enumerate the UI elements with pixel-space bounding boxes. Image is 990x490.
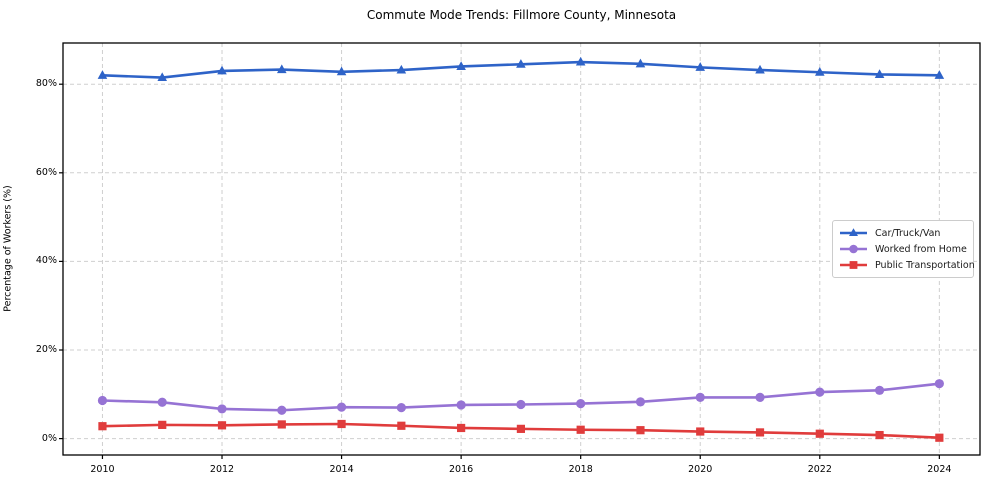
legend-item-public-transportation: Public Transportation xyxy=(840,258,975,273)
x-tick-label-2024: 2024 xyxy=(927,464,952,475)
marker-circle-worked-from-home xyxy=(336,402,347,412)
marker-square-public-transportation xyxy=(397,421,406,430)
chart-title: Commute Mode Trends: Fillmore County, Mi… xyxy=(366,8,677,22)
legend-triangle-icon xyxy=(840,228,867,236)
y-tick-label-80: 80% xyxy=(35,78,57,90)
marker-square-public-transportation xyxy=(576,425,585,434)
marker-circle-worked-from-home xyxy=(456,400,466,410)
marker-triangle-car-truck-van xyxy=(157,72,168,82)
marker-triangle-car-truck-van xyxy=(217,65,227,75)
marker-square-public-transportation xyxy=(815,429,824,438)
x-tick-label-2020: 2020 xyxy=(688,464,713,475)
x-tick-label-2016: 2016 xyxy=(449,464,474,475)
marker-circle-worked-from-home xyxy=(635,397,646,407)
marker-circle-worked-from-home xyxy=(217,404,227,414)
marker-triangle-car-truck-van xyxy=(575,56,586,66)
x-tick-label-2012: 2012 xyxy=(209,464,235,475)
legend-item-car-truck-van: Car/Truck/Van xyxy=(840,226,967,241)
marker-circle-worked-from-home xyxy=(874,385,885,395)
marker-square-public-transportation xyxy=(337,419,346,429)
legend-square-icon xyxy=(840,261,867,269)
marker-square-public-transportation xyxy=(277,420,286,429)
marker-square-public-transportation xyxy=(457,423,466,433)
marker-square-public-transportation xyxy=(516,424,526,433)
marker-square-public-transportation xyxy=(158,420,167,429)
marker-circle-worked-from-home xyxy=(755,392,765,403)
marker-triangle-car-truck-van xyxy=(276,64,287,74)
marker-square-public-transportation xyxy=(875,430,884,440)
marker-square-public-transportation xyxy=(755,428,765,437)
legend-item-worked-from-home: Worked from Home xyxy=(840,242,967,257)
marker-circle-worked-from-home xyxy=(815,387,825,397)
marker-triangle-car-truck-van xyxy=(456,61,466,70)
marker-triangle-car-truck-van xyxy=(97,70,108,79)
marker-triangle-car-truck-van xyxy=(814,67,825,76)
marker-triangle-car-truck-van xyxy=(396,64,407,74)
legend-circle-icon xyxy=(840,244,867,254)
y-tick-label-0: 0% xyxy=(41,432,57,444)
marker-triangle-car-truck-van xyxy=(874,69,885,78)
marker-triangle-car-truck-van xyxy=(635,58,646,68)
legend-label-car-truck-van: Car/Truck/Van xyxy=(875,227,941,239)
marker-triangle-car-truck-van xyxy=(516,59,526,68)
y-tick-label-20: 20% xyxy=(35,344,57,355)
marker-circle-worked-from-home xyxy=(576,399,586,409)
legend-label-worked-from-home: Worked from Home xyxy=(875,243,967,255)
marker-circle-worked-from-home xyxy=(396,402,406,413)
marker-triangle-car-truck-van xyxy=(934,70,945,79)
marker-square-public-transportation xyxy=(935,433,944,442)
x-tick-label-2022: 2022 xyxy=(807,464,832,475)
legend-label-public-transportation: Public Transportation xyxy=(875,259,975,271)
marker-circle-worked-from-home xyxy=(157,397,167,407)
marker-square-public-transportation xyxy=(636,426,645,435)
marker-square-public-transportation xyxy=(696,427,705,436)
marker-square-public-transportation xyxy=(98,422,107,431)
x-tick-label-2018: 2018 xyxy=(568,464,593,475)
y-tick-label-60: 60% xyxy=(35,166,57,178)
marker-triangle-car-truck-van xyxy=(755,64,765,74)
marker-circle-worked-from-home xyxy=(516,399,526,410)
marker-circle-worked-from-home xyxy=(695,392,705,403)
y-tick-label-40: 40% xyxy=(35,255,57,267)
marker-triangle-car-truck-van xyxy=(336,66,347,76)
x-tick-label-2014: 2014 xyxy=(329,464,354,475)
marker-circle-worked-from-home xyxy=(97,395,108,406)
marker-square-public-transportation xyxy=(217,421,227,430)
marker-circle-worked-from-home xyxy=(277,405,287,415)
plot-border xyxy=(62,42,981,456)
marker-circle-worked-from-home xyxy=(934,379,944,389)
marker-triangle-car-truck-van xyxy=(695,62,706,71)
legend: Car/Truck/Van Worked from Home Public Tran… xyxy=(832,220,975,278)
x-tick-label-2010: 2010 xyxy=(90,464,115,475)
